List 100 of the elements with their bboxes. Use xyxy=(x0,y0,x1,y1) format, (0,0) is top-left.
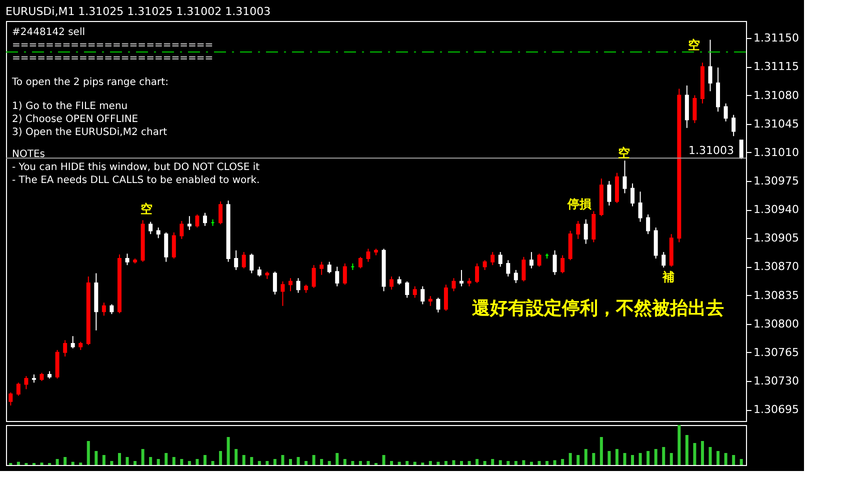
bar xyxy=(685,435,688,465)
candlestick xyxy=(202,212,207,226)
candlestick xyxy=(272,271,277,295)
candlestick xyxy=(460,269,464,287)
candlestick xyxy=(576,220,580,240)
annotation: 補 xyxy=(661,270,674,284)
bar xyxy=(56,459,59,465)
bar xyxy=(444,461,448,465)
bar xyxy=(662,447,666,465)
candlestick xyxy=(537,253,542,268)
bar xyxy=(506,461,510,465)
annotation: - The EA needs DLL CALLS to be enabled to work. xyxy=(12,175,260,186)
candlestick xyxy=(646,214,650,235)
candlestick xyxy=(250,253,254,274)
candlestick xyxy=(342,262,347,286)
candlestick xyxy=(405,280,410,298)
annotation: ======================== xyxy=(12,53,214,64)
bar xyxy=(716,451,720,465)
y-tick-label: 1.31080 xyxy=(754,88,799,102)
bar xyxy=(654,449,658,465)
bar xyxy=(126,457,129,465)
bar xyxy=(273,459,276,465)
bar xyxy=(553,460,556,465)
bar xyxy=(134,461,137,465)
candlestick xyxy=(607,180,612,206)
candlestick xyxy=(716,67,720,112)
annotation: ======================== xyxy=(12,40,214,51)
y-tick-label: 1.30800 xyxy=(754,317,799,330)
bar xyxy=(608,451,611,465)
candlestick xyxy=(692,94,697,124)
bar xyxy=(336,453,339,465)
candlestick xyxy=(552,250,557,276)
bar xyxy=(406,461,409,465)
candlestick xyxy=(444,284,448,312)
bar xyxy=(358,461,362,465)
candlestick xyxy=(70,336,75,349)
bar xyxy=(211,461,214,465)
candlestick xyxy=(436,297,440,313)
bar xyxy=(164,453,168,465)
candlestick xyxy=(366,248,370,262)
bar xyxy=(592,453,596,465)
annotation: 停損 xyxy=(566,196,592,211)
bar xyxy=(266,461,269,465)
y-tick-label: 1.31115 xyxy=(754,60,799,74)
bar xyxy=(188,461,191,465)
bar xyxy=(226,437,230,465)
candlestick xyxy=(187,216,192,230)
bar xyxy=(638,453,642,465)
bar xyxy=(413,462,416,465)
bar xyxy=(724,453,728,465)
y-tick-label: 1.31010 xyxy=(754,146,799,159)
y-tick-label: 1.30940 xyxy=(754,203,799,216)
bar xyxy=(514,461,518,465)
bar xyxy=(468,461,471,465)
candlestick xyxy=(560,254,565,274)
bar xyxy=(498,460,502,465)
candlestick xyxy=(280,280,285,306)
candlestick xyxy=(102,302,106,316)
bar xyxy=(382,455,386,465)
candlestick xyxy=(490,252,495,266)
candlestick xyxy=(156,227,160,239)
bar xyxy=(584,449,588,465)
candlestick xyxy=(452,278,456,292)
bar xyxy=(646,451,650,465)
candlestick xyxy=(8,392,13,406)
annotation: 1) Go to the FILE menu xyxy=(12,101,128,112)
candlestick xyxy=(732,114,736,137)
bar xyxy=(615,449,618,465)
bar xyxy=(94,451,98,465)
bar xyxy=(180,459,184,465)
candlestick xyxy=(630,182,635,207)
bar xyxy=(296,457,300,465)
bar xyxy=(172,457,176,465)
candlestick xyxy=(622,160,627,194)
y-tick-label: 1.30835 xyxy=(754,288,799,302)
candlestick xyxy=(475,262,480,284)
bar xyxy=(110,461,114,465)
bar xyxy=(351,461,354,465)
candlestick xyxy=(514,269,518,284)
bar xyxy=(561,459,564,465)
bar xyxy=(436,462,440,465)
candlestick xyxy=(320,261,324,276)
candlestick xyxy=(218,200,223,225)
annotation: #2448142 sell xyxy=(12,27,86,38)
y-tick-label: 1.30765 xyxy=(754,346,799,359)
bar xyxy=(568,453,572,465)
annotation: 3) Open the EURUSDi,M2 chart xyxy=(12,127,168,138)
candlestick xyxy=(195,214,200,228)
bar xyxy=(71,462,74,465)
bar xyxy=(320,459,324,465)
y-tick-label: 1.30870 xyxy=(754,260,799,274)
candlestick xyxy=(638,191,642,222)
y-tick-label: 1.31150 xyxy=(754,32,799,45)
bar xyxy=(740,459,743,465)
candlestick xyxy=(110,304,114,315)
candlestick xyxy=(522,256,526,282)
annotation: 空 xyxy=(688,38,700,52)
bar xyxy=(631,455,634,465)
candlestick xyxy=(739,140,744,160)
bar xyxy=(460,461,464,465)
